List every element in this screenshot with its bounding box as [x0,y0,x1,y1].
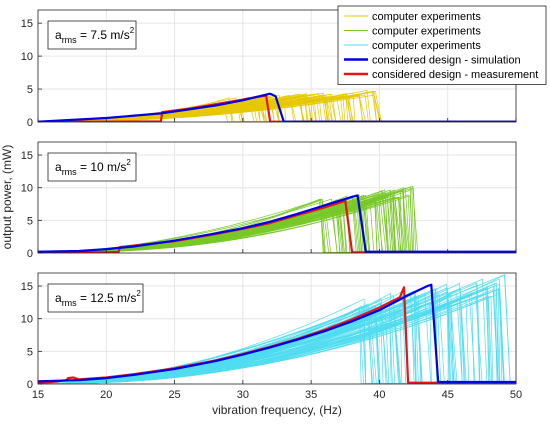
x-tick-label: 20 [100,389,112,401]
y-axis-label: output power, (mW) [0,145,14,250]
legend-entry: computer experiments [372,26,481,38]
y-tick-label: 10 [21,314,33,326]
annotation-box [47,283,144,313]
y-tick-label: 10 [21,183,33,195]
y-tick-label: 15 [21,150,33,162]
panel-3: 0 5 10 15 15 20 25 30 35 40 45 50 arms = 12.5 m/s2 [21,272,522,401]
y-tick-label: 5 [27,84,33,96]
curves-group [38,185,516,253]
y-tick-label: 0 [27,248,33,260]
experiment-curve [48,304,516,384]
axes-box [37,272,517,385]
experiment-curve [56,290,516,384]
y-tick-label: 10 [21,51,33,63]
annotation-label: arms = 10 m/s2 [55,158,131,177]
annotation-label: arms = 7.5 m/s2 [55,26,135,45]
x-tick-label: 30 [237,389,249,401]
x-axis-label: vibration frequency, (Hz) [212,403,342,417]
y-tick-label: 15 [21,281,33,293]
legend-entry: computer experiments [372,40,481,52]
x-tick-label: 25 [168,389,180,401]
experiment-curve [45,93,516,122]
legend-entry: considered design - measurement [372,69,538,81]
annotation-box [47,152,137,182]
simulation-curve [38,92,516,122]
legend-entry: considered design - simulation [372,55,521,67]
legend-entry: computer experiments [372,11,481,23]
experiment-curve [54,90,516,122]
simulation-curve [38,283,516,384]
panel-2: 0 5 10 15 arms = 10 m/s2 [21,141,517,260]
simulation-curve [38,194,516,253]
experiment-curve [49,299,516,384]
annotation-box [47,20,137,50]
x-tick-label: 35 [305,389,317,401]
y-tick-label: 5 [27,215,33,227]
measurement-curve [38,94,516,122]
y-tick-label: 0 [27,117,33,129]
curves-group [38,274,516,384]
y-tick-label: 15 [21,18,33,30]
y-tick-label: 0 [27,379,33,391]
x-tick-label: 45 [442,389,454,401]
axes-box [37,141,517,254]
y-tick-label: 5 [27,346,33,358]
legend-box [337,5,547,85]
x-tick-label: 40 [373,389,385,401]
x-tick-label: 15 [32,389,44,401]
x-tick-label: 50 [510,389,522,401]
annotation-label: arms = 12.5 m/s2 [55,289,141,308]
curves-group [38,89,516,122]
legend: computer experiments computer experiments… [337,5,547,85]
